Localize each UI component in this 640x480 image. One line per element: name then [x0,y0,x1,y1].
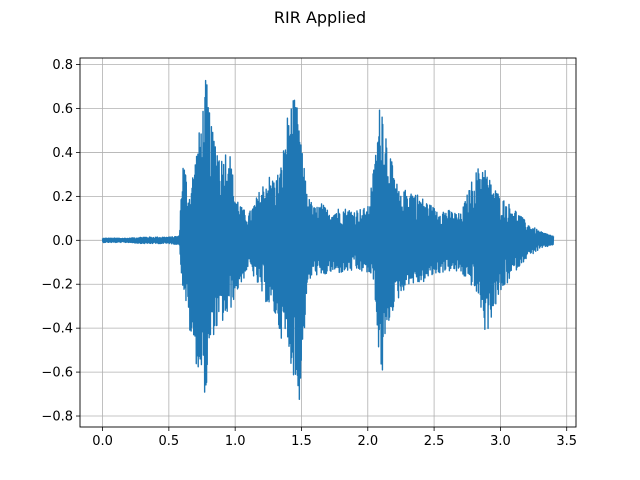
y-tick-label: 0.2 [52,190,73,205]
y-tick-label: 0.8 [52,58,73,73]
x-tick-label: 0.0 [92,434,113,449]
x-tick-label: 3.5 [556,434,577,449]
x-tick-label: 1.0 [225,434,246,449]
chart-title: RIR Applied [274,8,366,27]
y-tick-label: −0.6 [41,366,73,381]
x-tick-label: 1.5 [291,434,312,449]
x-tick-label: 0.5 [159,434,180,449]
waveform-line [101,79,555,401]
y-tick-label: 0.6 [52,102,73,117]
y-tick-label: −0.8 [41,410,73,425]
y-tick-label: 0.0 [52,234,73,249]
x-tick-label: 3.0 [490,434,511,449]
y-tick-label: −0.4 [41,322,73,337]
y-tick-label: 0.4 [52,146,73,161]
grid-layer [80,58,576,427]
series-layer [101,79,555,401]
x-tick-label: 2.5 [424,434,445,449]
y-tick-label: −0.2 [41,278,73,293]
x-tick-label: 2.0 [357,434,378,449]
axis-layer: 0.0 0.5 1.0 1.5 2.0 2.5 3.0 3.5 −0.8 −0.6 −0.4 −0.2… [41,58,577,449]
plot-frame [79,57,577,428]
